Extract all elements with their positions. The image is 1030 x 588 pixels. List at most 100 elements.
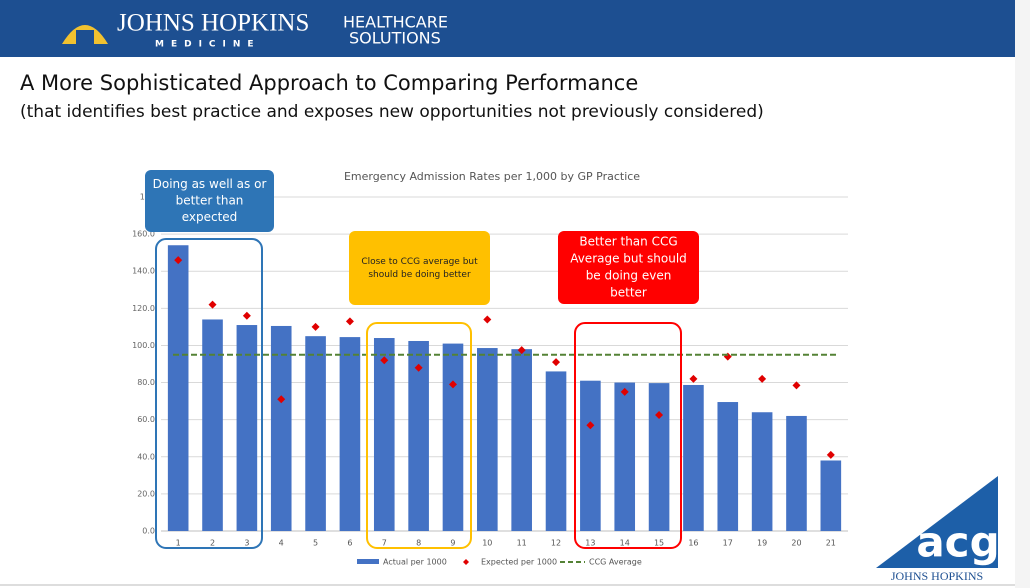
x-tick-label: 11: [517, 539, 527, 548]
legend-label: Expected per 1000: [481, 558, 557, 567]
bar: [339, 337, 361, 531]
bar: [167, 245, 189, 531]
bar: [305, 336, 326, 531]
acg-triangle: [876, 476, 998, 568]
group-outline: [155, 238, 263, 549]
x-tick-label: 12: [551, 539, 561, 548]
bar: [648, 383, 670, 531]
marker: [277, 395, 286, 404]
marker: [655, 411, 664, 420]
bar: [442, 343, 464, 531]
x-tick-label: 20: [791, 539, 801, 548]
chart-title: Emergency Admission Rates per 1,000 by G…: [344, 170, 640, 183]
side-strip: [1015, 0, 1030, 588]
x-tick-label: 3: [244, 539, 249, 548]
group-outline: [366, 322, 472, 549]
x-tick-label: 10: [482, 539, 492, 548]
bar: [270, 325, 292, 531]
marker: [242, 311, 251, 320]
marker: [483, 315, 492, 324]
bar: [408, 340, 429, 531]
callout-text: better: [610, 286, 647, 300]
x-tick-label: 1: [176, 539, 181, 548]
marker: [620, 387, 629, 396]
y-tick-label: 160.0: [132, 230, 155, 239]
x-tick-label: 4: [279, 539, 284, 548]
slide-title: A More Sophisticated Approach to Compari…: [20, 71, 638, 95]
plot: 0.0 20.0 40.0 60.0 80.0 100.0 120.0 140.0 160.0 1…: [132, 193, 848, 567]
marker: [826, 450, 835, 459]
x-tick-label: 9: [450, 539, 455, 548]
x-tick-label: 5: [313, 539, 318, 548]
y-tick-label: 100.0: [132, 341, 155, 350]
acg-text: JOHNS HOPKINS: [891, 569, 983, 583]
y-tick-label: 140.0: [132, 267, 155, 276]
callout-text: Average but should: [570, 252, 687, 266]
bar: [580, 380, 601, 531]
legend-swatch: [357, 559, 379, 564]
marker: [174, 256, 183, 265]
bar: [373, 338, 395, 531]
y-tick-label: 120.0: [132, 304, 155, 313]
marker: [689, 374, 698, 383]
bar: [786, 415, 807, 531]
callout-text: better than: [176, 194, 244, 208]
marker: [311, 322, 320, 331]
unit-line: SOLUTIONS: [349, 29, 441, 48]
x-tick-label: 19: [757, 539, 767, 548]
x-tick-label: 14: [620, 539, 630, 548]
group-outline: [574, 322, 682, 549]
x-tick-label: 2: [210, 539, 215, 548]
brand-sub: MEDICINE: [155, 40, 261, 50]
marker: [517, 346, 526, 355]
marker: [792, 381, 801, 390]
legend-label: CCG Average: [589, 558, 642, 567]
y-tick-label: 80.0: [137, 378, 155, 387]
legend-swatch: [463, 559, 469, 565]
callout-text: expected: [182, 210, 238, 224]
bar: [236, 325, 258, 531]
x-tick-label: 21: [826, 539, 836, 548]
x-tick-label: 13: [585, 539, 595, 548]
marker: [345, 317, 354, 326]
bar: [202, 319, 223, 531]
slide-subtitle: (that identifies best practice and expos…: [20, 102, 764, 122]
callout-box: [558, 231, 699, 304]
logo-door: [76, 30, 94, 44]
marker: [448, 380, 457, 389]
bar: [751, 412, 773, 531]
legend-label: Actual per 1000: [383, 558, 447, 567]
bar: [614, 382, 636, 531]
callout-text: Doing as well as or: [153, 177, 267, 191]
bar: [511, 349, 532, 531]
callout-text: should be doing better: [368, 270, 471, 280]
y-tick-label: 0.0: [142, 527, 155, 536]
marker: [208, 300, 217, 309]
acg-mark: acg: [916, 518, 999, 567]
x-tick-label: 7: [382, 539, 387, 548]
y-tick-label: 60.0: [137, 415, 155, 424]
x-tick-label: 17: [723, 539, 733, 548]
x-tick-label: 15: [654, 539, 664, 548]
bar: [683, 384, 704, 531]
marker: [758, 374, 767, 383]
marker: [552, 358, 561, 367]
x-tick-label: 16: [688, 539, 698, 548]
marker: [586, 421, 595, 430]
callout-text: Better than CCG: [579, 235, 677, 249]
callout-text: Close to CCG average but: [361, 257, 478, 267]
marker: [414, 363, 423, 372]
unit-line: HEALTHCARE: [343, 13, 448, 32]
header-bar: [0, 0, 1015, 57]
bar: [545, 371, 567, 531]
x-tick-label: 6: [347, 539, 352, 548]
bar: [477, 348, 498, 531]
y-tick-label: 20.0: [137, 489, 155, 498]
x-tick-label: 8: [416, 539, 421, 548]
brand: JOHNS HOPKINS: [117, 10, 309, 37]
callout-text: be doing even: [586, 269, 672, 283]
y-tick-label: 40.0: [137, 452, 155, 461]
bar: [717, 402, 739, 531]
